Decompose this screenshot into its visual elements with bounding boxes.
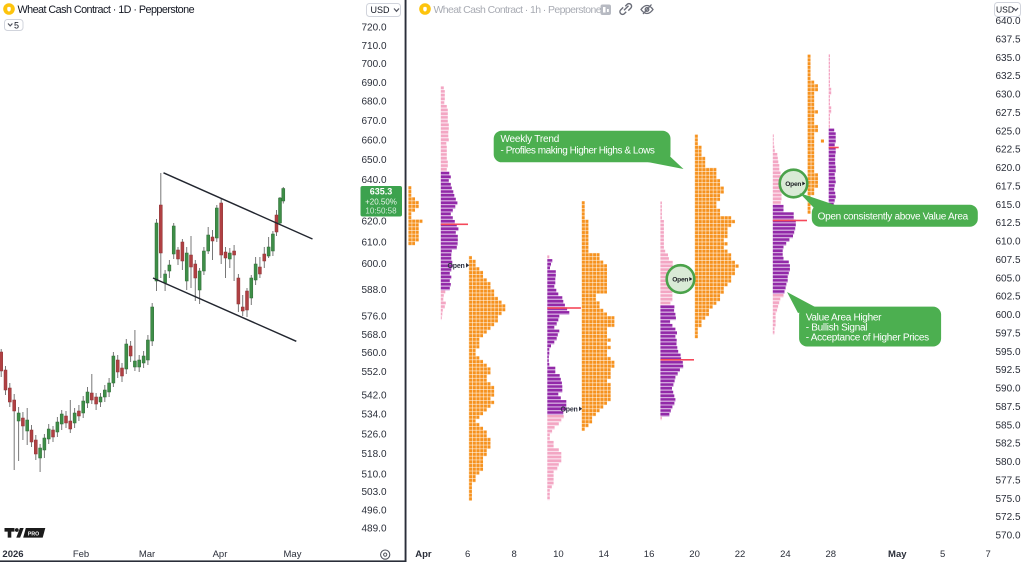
svg-text:10:50:58: 10:50:58 (365, 207, 397, 216)
svg-text:14: 14 (599, 549, 610, 560)
svg-text:Open: Open (785, 181, 801, 188)
svg-text:6: 6 (465, 549, 470, 560)
svg-text:489.0: 489.0 (361, 524, 386, 535)
svg-text:PRO: PRO (28, 531, 39, 537)
svg-text:635.0: 635.0 (995, 53, 1020, 64)
svg-text:Weekly Trend: Weekly Trend (501, 134, 560, 145)
svg-text:Open consistently above Value: Open consistently above Value Area (818, 212, 969, 223)
svg-text:Mar: Mar (139, 549, 155, 560)
svg-text:690.0: 690.0 (361, 78, 386, 89)
svg-text:625.0: 625.0 (995, 126, 1020, 137)
svg-text:627.5: 627.5 (995, 108, 1020, 119)
svg-text:577.5: 577.5 (995, 475, 1020, 486)
svg-text:680.0: 680.0 (361, 97, 386, 108)
svg-text:582.5: 582.5 (995, 439, 1020, 450)
svg-text:510.0: 510.0 (361, 469, 386, 480)
svg-text:572.5: 572.5 (995, 512, 1020, 523)
svg-text:700.0: 700.0 (361, 59, 386, 70)
svg-text:552.0: 552.0 (361, 367, 386, 378)
svg-text:+20.50%: +20.50% (365, 198, 397, 207)
svg-text:620.0: 620.0 (995, 163, 1020, 174)
svg-text:22: 22 (735, 549, 746, 560)
svg-text:10: 10 (553, 549, 564, 560)
svg-text:607.5: 607.5 (995, 255, 1020, 266)
svg-text:8: 8 (512, 549, 517, 560)
svg-text:602.5: 602.5 (995, 292, 1020, 303)
svg-text:600.0: 600.0 (995, 310, 1020, 321)
svg-text:20: 20 (689, 549, 700, 560)
svg-text:16: 16 (644, 549, 655, 560)
svg-text:7: 7 (985, 549, 990, 560)
svg-text:2026: 2026 (2, 549, 23, 560)
svg-text:Open: Open (448, 263, 465, 270)
svg-text:May: May (284, 549, 302, 560)
svg-text:518.0: 518.0 (361, 449, 386, 460)
svg-text:612.5: 612.5 (995, 218, 1020, 229)
svg-text:660.0: 660.0 (361, 135, 386, 146)
svg-text:534.0: 534.0 (361, 410, 386, 421)
svg-text:5: 5 (14, 21, 19, 31)
svg-text:Open: Open (561, 407, 578, 414)
svg-text:637.5: 637.5 (995, 34, 1020, 45)
svg-text:USD: USD (996, 4, 1014, 14)
svg-text:560.0: 560.0 (361, 348, 386, 359)
svg-text:- Bullish Signal: - Bullish Signal (806, 322, 867, 333)
svg-text:Wheat Cash Contract · 1h · Pep: Wheat Cash Contract · 1h · Pepperstone (434, 4, 602, 16)
svg-text:597.5: 597.5 (995, 328, 1020, 339)
svg-text:610.0: 610.0 (995, 237, 1020, 248)
svg-text:526.0: 526.0 (361, 429, 386, 440)
svg-text:Apr: Apr (415, 549, 432, 560)
svg-text:USD: USD (370, 5, 390, 15)
svg-text:542.0: 542.0 (361, 390, 386, 401)
svg-text:605.0: 605.0 (995, 273, 1020, 284)
svg-text:575.0: 575.0 (995, 494, 1020, 505)
svg-text:496.0: 496.0 (361, 505, 386, 516)
svg-text:568.0: 568.0 (361, 330, 386, 341)
svg-text:610.0: 610.0 (361, 237, 386, 248)
svg-text:585.0: 585.0 (995, 420, 1020, 431)
svg-text:710.0: 710.0 (361, 41, 386, 52)
svg-text:Feb: Feb (73, 549, 89, 560)
svg-text:590.0: 590.0 (995, 384, 1020, 395)
svg-text:588.0: 588.0 (361, 285, 386, 296)
svg-text:635.3: 635.3 (370, 187, 393, 197)
svg-text:576.0: 576.0 (361, 312, 386, 323)
svg-text:Open: Open (672, 277, 688, 284)
svg-text:580.0: 580.0 (995, 457, 1020, 468)
svg-text:Value Area Higher: Value Area Higher (806, 312, 882, 323)
svg-text:587.5: 587.5 (995, 402, 1020, 413)
svg-text:617.5: 617.5 (995, 181, 1020, 192)
svg-text:595.0: 595.0 (995, 347, 1020, 358)
svg-text:640.0: 640.0 (995, 16, 1020, 27)
svg-text:632.5: 632.5 (995, 71, 1020, 82)
svg-text:5: 5 (940, 549, 945, 560)
svg-text:650.0: 650.0 (361, 155, 386, 166)
svg-text:622.5: 622.5 (995, 145, 1020, 156)
svg-text:24: 24 (780, 549, 791, 560)
svg-text:Apr: Apr (213, 549, 228, 560)
svg-text:570.0: 570.0 (995, 531, 1020, 542)
svg-text:640.0: 640.0 (361, 175, 386, 186)
svg-text:Wheat Cash Contract · 1D · Pep: Wheat Cash Contract · 1D · Pepperstone (18, 4, 195, 16)
svg-text:503.0: 503.0 (361, 487, 386, 498)
svg-text:600.0: 600.0 (361, 259, 386, 270)
svg-text:May: May (888, 549, 907, 560)
svg-text:720.0: 720.0 (361, 23, 386, 34)
svg-text:- Profiles making Higher Highs: - Profiles making Higher Highs & Lows (501, 146, 655, 157)
svg-text:630.0: 630.0 (995, 90, 1020, 101)
svg-text:620.0: 620.0 (361, 216, 386, 227)
svg-text:615.0: 615.0 (995, 200, 1020, 211)
svg-text:- Acceptance of Higher Prices: - Acceptance of Higher Prices (806, 332, 929, 343)
svg-text:670.0: 670.0 (361, 116, 386, 127)
svg-text:592.5: 592.5 (995, 365, 1020, 376)
svg-text:28: 28 (826, 549, 837, 560)
